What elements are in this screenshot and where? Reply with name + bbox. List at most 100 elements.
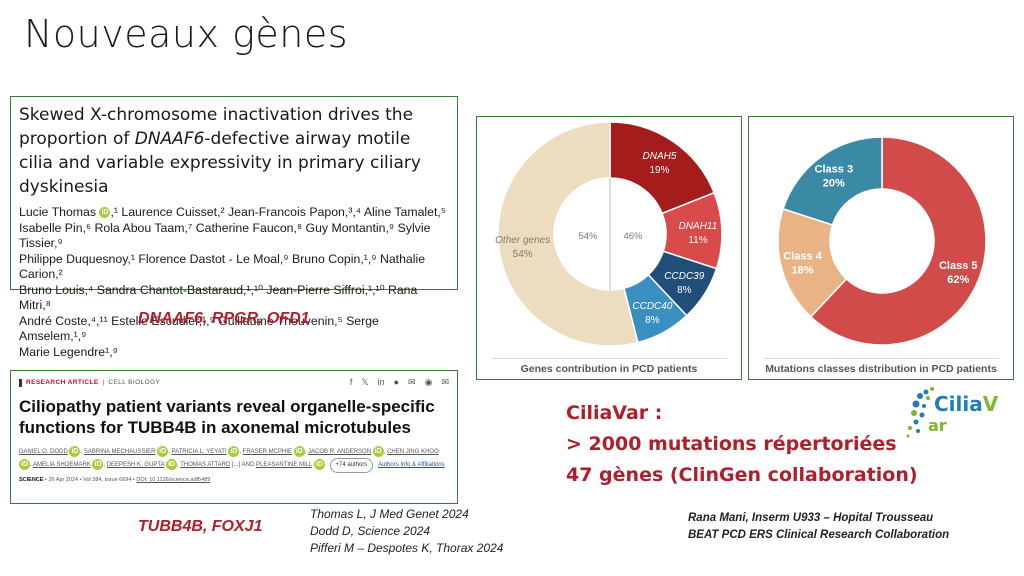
logo-wordmark: CiliaV [934, 392, 998, 416]
more-authors-button[interactable]: +74 authors [329, 458, 374, 474]
author-line: Marie Legendre¹,⁹ [19, 344, 118, 359]
slice-value: 19% [649, 165, 669, 176]
slice-label: CCDC39 [664, 271, 704, 282]
share-icons: f 𝕏 in ● ✉ ◉ ✉ [350, 377, 449, 388]
article-header: RESEARCH ARTICLE | CELL BIOLOGY f 𝕏 in ●… [19, 377, 449, 388]
slice-value: 54% [513, 249, 533, 260]
genes-label-1: DNAAF6, RPGR, OFD1 [138, 310, 310, 327]
slice-label: Class 4 [783, 250, 822, 262]
citation-line: SCIENCE • 26 Apr 2024 • Vol 384, Issue 6… [19, 477, 449, 483]
orcid-icon[interactable]: iD [228, 446, 240, 457]
orcid-icon[interactable]: iD [313, 459, 325, 470]
linkedin-icon[interactable]: in [377, 377, 385, 387]
ciliavar-stat: > 2000 mutations répertoriées [566, 433, 897, 455]
author-link[interactable]: SABRINA MECHAUSSIER [83, 449, 156, 456]
chart-title: Genes contribution in PCD patients [520, 363, 698, 375]
slice-value: 8% [677, 285, 692, 296]
slice-label: Other genes [495, 235, 550, 246]
donut-slice [497, 121, 639, 347]
orcid-icon[interactable]: iD [19, 459, 30, 470]
slice-value: 11% [688, 235, 707, 246]
slice-label: DNAH11 [679, 221, 718, 232]
chart-title: Mutations classes distribution in PCD pa… [765, 363, 997, 375]
issue-info: • 26 Apr 2024 • Vol 384, Issue 6694 • [44, 477, 135, 484]
author-link[interactable]: FRASER MCPHIE [242, 449, 293, 456]
orcid-icon[interactable]: iD [69, 446, 81, 457]
classes-chart-panel: Class 5 62% Class 4 18% Class 3 20% Mutations… [748, 116, 1014, 380]
x-icon[interactable]: 𝕏 [361, 377, 369, 387]
orcid-icon[interactable]: iD [372, 446, 384, 457]
inner-label: 54% [578, 231, 598, 242]
slide-title: Nouveaux gènes [24, 12, 349, 56]
author-line: ,¹ Laurence Cuisset,² Jean-Francois Papo… [110, 205, 446, 219]
orcid-icon[interactable]: iD [157, 446, 169, 457]
reference-item: Pifferi M – Despotes K, Thorax 2024 [310, 541, 504, 555]
article-section: CELL BIOLOGY [108, 379, 161, 386]
slice-value: 18% [792, 264, 814, 276]
author-line: Bruno Louis,⁴ Sandra Chantot-Bastaraud,¹… [19, 282, 418, 313]
classes-donut-chart: Class 5 62% Class 4 18% Class 3 20% [777, 136, 987, 346]
doi-link[interactable]: DOI: 10.1126/science.adf5489 [136, 477, 211, 484]
author-line: Lucie Thomas [19, 205, 97, 219]
reddit-icon[interactable]: ● [393, 377, 400, 387]
author-link[interactable]: CHEN JING KHOO [387, 449, 439, 456]
divider [491, 358, 727, 359]
author-link[interactable]: PATRICIA L. YEYATI [171, 449, 227, 456]
authors-info-link[interactable]: Authors Info & Affiliations [378, 462, 445, 469]
credit-line: BEAT PCD ERS Clinical Research Collabora… [688, 529, 950, 541]
paper-card-dodd: RESEARCH ARTICLE | CELL BIOLOGY f 𝕏 in ●… [10, 370, 458, 504]
author-link[interactable]: THOMAS ATTARD [180, 462, 231, 469]
divider [763, 358, 999, 359]
ciliavar-stat: 47 gènes (ClinGen collaboration) [566, 464, 918, 486]
author-link[interactable]: JACOB R. ANDERSON [308, 449, 372, 456]
author-link[interactable]: PLEASANTINE MILL [256, 462, 313, 469]
author-link[interactable]: DANIEL O. DODD [19, 449, 68, 456]
inner-label: 46% [623, 231, 643, 242]
slice-value: 20% [823, 178, 845, 190]
mail-icon[interactable]: ✉ [441, 377, 449, 387]
donut-slice [609, 121, 716, 215]
email-icon[interactable]: ✉ [408, 377, 416, 387]
donut-slice [809, 136, 987, 346]
logo-text: V [982, 392, 999, 416]
genes-label-2: TUBB4B, FOXJ1 [138, 518, 263, 535]
paper-title-gene: DNAAF6 [134, 129, 205, 149]
genes-chart-panel: DNAH5 19% DNAH11 11% CCDC39 8% CCDC40 8% Other g… [476, 116, 742, 380]
slice-label: Class 5 [939, 260, 978, 272]
orcid-icon[interactable]: iD [165, 459, 177, 470]
article-type: RESEARCH ARTICLE [26, 379, 99, 386]
author-line: André Coste,⁴,¹¹ Estelle Escudier,¹,⁹ Gu… [19, 313, 379, 344]
author-ellipsis: [...] AND [232, 462, 255, 469]
slice-value: 8% [645, 315, 660, 326]
credits: Rana Mani, Inserm U933 – Hopital Trousse… [688, 510, 949, 544]
author-link[interactable]: DEEPESH K. GUPTA [106, 462, 165, 469]
author-link[interactable]: AMELIA SHOEMARK [33, 462, 91, 469]
slice-label: Class 3 [815, 164, 854, 176]
accent-bar [19, 378, 22, 387]
reference-item: Dodd D, Science 2024 [310, 524, 431, 538]
orcid-icon[interactable]: iD [92, 459, 104, 470]
paper-title-part: Skewed X-chromosome inactivation drives … [19, 105, 414, 149]
paper-authors: DANIEL O. DODD iD, SABRINA MECHAUSSIER i… [19, 446, 449, 474]
paper-card-thomas: Skewed X-chromosome inactivation drives … [10, 96, 458, 359]
author-line: Isabelle Pin,⁶ Rola Abou Taam,⁷ Catherin… [19, 220, 431, 251]
slice-value: 62% [947, 274, 969, 286]
credit-line: Rana Mani, Inserm U933 – Hopital Trousse… [688, 512, 934, 524]
paper-title-part: -defective airway motile cilia and varia… [19, 129, 421, 197]
whatsapp-icon[interactable]: ◉ [424, 377, 433, 387]
journal-name: SCIENCE [19, 477, 44, 484]
logo-text: ar [928, 416, 947, 435]
slice-label: DNAH5 [643, 151, 677, 162]
facebook-icon[interactable]: f [349, 377, 353, 387]
ciliavar-heading: CiliaVar : [566, 402, 663, 424]
orcid-icon[interactable]: iD [99, 207, 111, 219]
logo-dots-icon [906, 387, 934, 438]
slice-label: CCDC40 [632, 301, 672, 312]
reference-item: Thomas L, J Med Genet 2024 [310, 507, 469, 521]
paper-title: Skewed X-chromosome inactivation drives … [19, 103, 449, 199]
author-line: Philippe Duquesnoy,¹ Florence Dastot - L… [19, 251, 426, 282]
ciliavar-logo: CiliaV ar [904, 384, 998, 444]
paper-title: Ciliopathy patient variants reveal organ… [19, 397, 435, 437]
orcid-icon[interactable]: iD [293, 446, 305, 457]
ciliavar-summary: CiliaVar : > 2000 mutations répertoriées… [566, 398, 918, 491]
